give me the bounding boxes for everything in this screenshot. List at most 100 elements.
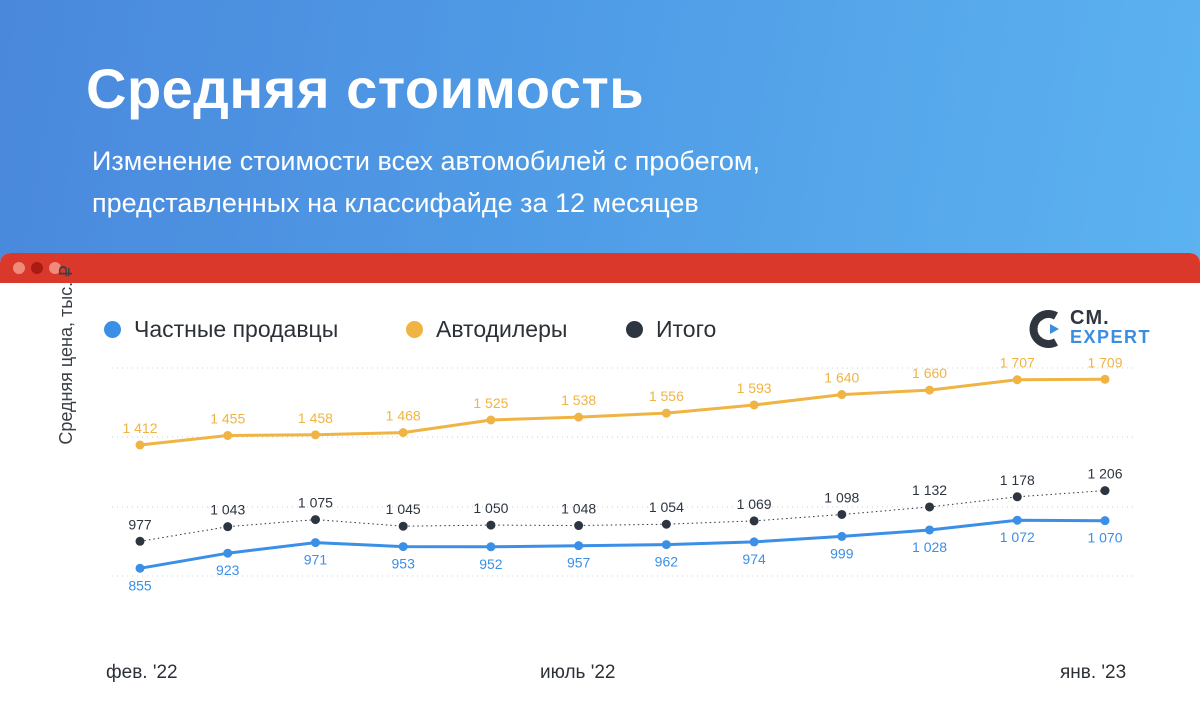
- page-title: Средняя стоимость: [86, 57, 645, 120]
- window-dot-icon: [13, 262, 25, 274]
- data-point: [925, 385, 935, 395]
- data-label: 1 028: [912, 539, 947, 555]
- legend-dot-total: [626, 321, 643, 338]
- data-point: [1012, 515, 1022, 525]
- data-point: [661, 408, 671, 418]
- logo-text-cm: CM.: [1070, 307, 1110, 329]
- header-banner: Средняя стоимость Изменение стоимости вс…: [0, 0, 1200, 280]
- data-label: 1 468: [386, 408, 421, 424]
- data-label: 1 206: [1087, 466, 1122, 482]
- data-point: [574, 412, 584, 422]
- data-point: [574, 521, 584, 531]
- data-point: [925, 502, 935, 512]
- series-line: [139, 518, 1106, 570]
- x-tick-label: янв. '23: [1060, 662, 1127, 683]
- data-label: 923: [216, 562, 240, 578]
- data-label: 962: [655, 554, 679, 570]
- data-point: [661, 519, 671, 529]
- data-point: [223, 522, 233, 532]
- data-label: 974: [742, 551, 766, 567]
- data-point: [135, 536, 145, 546]
- data-point: [310, 515, 320, 525]
- data-point: [1012, 375, 1022, 385]
- data-label: 1 070: [1087, 530, 1122, 546]
- data-label: 1 075: [298, 495, 333, 511]
- data-label: 957: [567, 555, 591, 571]
- cm-expert-logo: CM. EXPERT: [1026, 305, 1150, 351]
- logo-c-icon: [1029, 310, 1059, 348]
- data-label: 1 458: [298, 410, 333, 426]
- data-point: [925, 525, 935, 535]
- data-label: 999: [830, 545, 854, 561]
- data-label: 1 556: [649, 388, 684, 404]
- series-line: [139, 490, 1106, 542]
- data-point: [837, 509, 847, 519]
- data-label: 971: [304, 552, 328, 568]
- x-tick-label: июль '22: [540, 662, 616, 683]
- data-label: 1 640: [824, 370, 859, 386]
- x-tick-label: фев. '22: [106, 662, 178, 683]
- data-label: 1 525: [473, 395, 508, 411]
- data-point: [223, 430, 233, 440]
- data-point: [661, 540, 671, 550]
- subtitle-line-2: представленных на классифайде за 12 меся…: [92, 188, 699, 218]
- data-label: 1 707: [1000, 355, 1035, 371]
- data-label: 1 050: [473, 500, 508, 516]
- data-point: [398, 542, 408, 552]
- data-label: 855: [128, 577, 152, 593]
- data-label: 977: [128, 516, 152, 532]
- data-point: [1100, 374, 1110, 384]
- data-point: [310, 430, 320, 440]
- data-point: [310, 538, 320, 548]
- data-point: [1012, 492, 1022, 502]
- legend-dot-dealers: [406, 321, 423, 338]
- y-axis-label: Средняя цена, тыс. ₽: [56, 265, 76, 445]
- data-point: [749, 516, 759, 526]
- data-label: 1 538: [561, 392, 596, 408]
- data-point: [486, 415, 496, 425]
- legend-dot-private: [104, 321, 121, 338]
- data-label: 1 178: [1000, 472, 1035, 488]
- data-label: 953: [392, 556, 416, 572]
- data-label: 1 132: [912, 482, 947, 498]
- data-point: [486, 542, 496, 552]
- legend-label-private: Частные продавцы: [134, 316, 339, 342]
- data-label: 1 455: [210, 410, 245, 426]
- data-point: [398, 521, 408, 531]
- legend-label-total: Итого: [656, 316, 717, 342]
- legend-label-dealers: Автодилеры: [436, 316, 568, 342]
- data-point: [486, 520, 496, 530]
- data-point: [837, 531, 847, 541]
- data-point: [574, 541, 584, 551]
- data-label: 1 098: [824, 489, 859, 505]
- data-point: [1100, 486, 1110, 496]
- series-line: [139, 377, 1106, 447]
- data-label: 1 045: [386, 501, 421, 517]
- chart-window: Частные продавцы Автодилеры Итого CM. EX…: [0, 253, 1200, 718]
- data-label: 1 593: [737, 380, 772, 396]
- data-point: [135, 440, 145, 450]
- logo-text-expert: EXPERT: [1070, 327, 1152, 347]
- data-label: 1 709: [1087, 354, 1122, 370]
- data-label: 1 048: [561, 501, 596, 517]
- data-point: [223, 548, 233, 558]
- data-label: 1 412: [122, 420, 157, 436]
- data-point: [749, 400, 759, 410]
- data-label: 1 069: [737, 496, 772, 512]
- data-label: 1 072: [1000, 529, 1035, 545]
- subtitle-line-1: Изменение стоимости всех автомобилей с п…: [92, 146, 760, 176]
- page-subtitle: Изменение стоимости всех автомобилей с п…: [92, 140, 992, 224]
- data-point: [749, 537, 759, 547]
- data-point: [135, 563, 145, 573]
- data-label: 1 660: [912, 365, 947, 381]
- data-label: 1 054: [649, 499, 684, 515]
- data-label: 952: [479, 556, 503, 572]
- data-point: [1100, 516, 1110, 526]
- data-label: 1 043: [210, 502, 245, 518]
- window-dot-icon: [31, 262, 43, 274]
- data-point: [837, 390, 847, 400]
- window-titlebar: [0, 253, 1200, 283]
- data-point: [398, 428, 408, 438]
- window-dot-icon: [49, 262, 61, 274]
